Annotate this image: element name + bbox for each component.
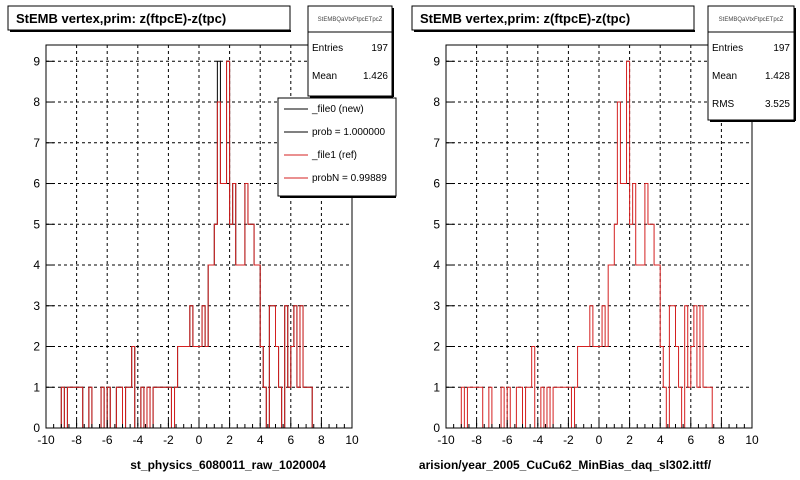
stats-box	[307, 5, 393, 97]
legend-entry-label: _file1 (ref)	[311, 150, 357, 161]
stats-label: Mean	[312, 71, 337, 82]
x-axis-label: st_physics_6080011_raw_1020004	[130, 458, 326, 472]
legend-entry-label: prob = 1.000000	[312, 127, 386, 138]
y-tick-label: 7	[33, 136, 40, 150]
x-tick-label: -2	[163, 433, 174, 447]
histogram-series-0	[60, 60, 313, 429]
y-tick-label: 9	[433, 54, 440, 68]
chart-title-box	[7, 5, 291, 31]
histogram-series-1	[60, 60, 313, 429]
y-tick-label: 7	[433, 136, 440, 150]
x-tick-label: 8	[718, 433, 725, 447]
x-tick-label: 2	[626, 433, 633, 447]
stats-value: 1.426	[363, 71, 388, 82]
x-tick-label: -6	[502, 433, 513, 447]
x-tick-label: 8	[318, 433, 325, 447]
x-tick-label: 10	[745, 433, 759, 447]
y-tick-label: 8	[33, 95, 40, 109]
y-tick-label: 3	[33, 299, 40, 313]
stats-value: 197	[371, 43, 388, 54]
stats-box	[707, 5, 795, 121]
x-tick-label: 2	[226, 433, 233, 447]
stats-label: RMS	[712, 99, 735, 110]
legend-entry-label: probN = 0.99889	[312, 173, 387, 184]
chart-title: StEMB vertex,prim: z(ftpcE)-z(tpc)	[16, 11, 226, 26]
y-tick-label: 0	[33, 421, 40, 435]
legend-entry-label: _file0 (new)	[311, 104, 364, 115]
x-tick-label: -6	[102, 433, 113, 447]
stats-value: 1.428	[765, 71, 790, 82]
x-tick-label: -10	[437, 433, 455, 447]
y-tick-label: 6	[33, 177, 40, 191]
stats-label: Entries	[312, 43, 343, 54]
x-tick-label: 6	[287, 433, 294, 447]
chart-title: StEMB vertex,prim: z(ftpcE)-z(tpc)	[420, 11, 630, 26]
x-tick-label: 6	[687, 433, 694, 447]
stats-value: 197	[773, 43, 790, 54]
y-tick-label: 4	[433, 258, 440, 272]
y-tick-label: 5	[33, 217, 40, 231]
y-tick-label: 1	[33, 380, 40, 394]
y-tick-label: 2	[33, 340, 40, 354]
y-tick-label: 4	[33, 258, 40, 272]
chart-title-box	[411, 5, 695, 31]
y-tick-label: 9	[33, 54, 40, 68]
stats-box-header: StEMBQaVtxFtpcETpcZ	[719, 17, 784, 23]
legend-box	[277, 97, 397, 197]
x-tick-label: -4	[532, 433, 543, 447]
y-tick-label: 1	[433, 380, 440, 394]
histogram-series-0	[460, 60, 713, 429]
x-tick-label: -8	[471, 433, 482, 447]
x-tick-label: 0	[596, 433, 603, 447]
x-tick-label: 0	[196, 433, 203, 447]
stats-value: 3.525	[765, 99, 790, 110]
y-tick-label: 8	[433, 95, 440, 109]
x-tick-label: -10	[37, 433, 55, 447]
y-tick-label: 2	[433, 340, 440, 354]
y-tick-label: 3	[433, 299, 440, 313]
x-tick-label: -8	[71, 433, 82, 447]
y-tick-label: 0	[433, 421, 440, 435]
x-tick-label: 10	[345, 433, 359, 447]
stats-label: Mean	[712, 71, 737, 82]
x-tick-label: -4	[132, 433, 143, 447]
x-axis-label: arision/year_2005_CuCu62_MinBias_daq_sl3…	[419, 458, 712, 472]
x-tick-label: 4	[257, 433, 264, 447]
x-tick-label: -2	[563, 433, 574, 447]
y-tick-label: 5	[433, 217, 440, 231]
stats-label: Entries	[712, 43, 743, 54]
x-tick-label: 4	[657, 433, 664, 447]
stats-box-header: StEMBQaVtxFtpcETpcZ	[318, 17, 383, 23]
y-tick-label: 6	[433, 177, 440, 191]
